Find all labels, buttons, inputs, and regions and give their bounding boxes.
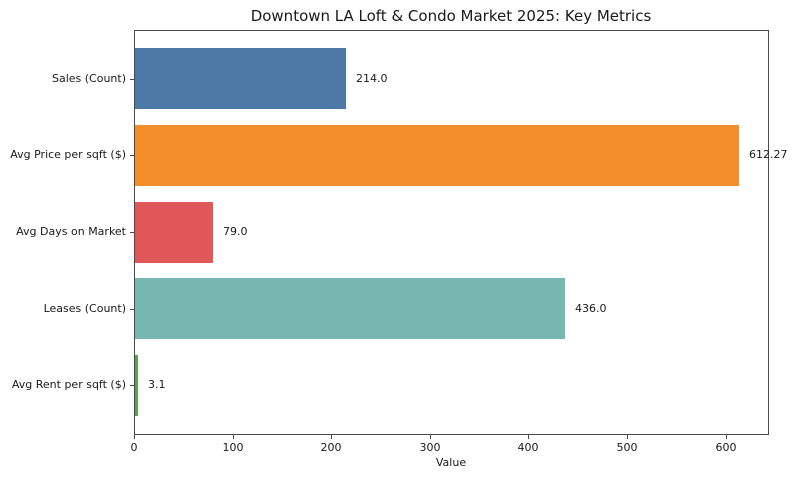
bar xyxy=(135,202,213,263)
bar xyxy=(135,48,346,109)
x-tick-mark xyxy=(528,435,529,439)
x-tick-mark xyxy=(430,435,431,439)
x-tick-label: 400 xyxy=(517,441,539,454)
x-tick-mark xyxy=(233,435,234,439)
y-tick-label: Avg Rent per sqft ($) xyxy=(11,378,126,391)
y-tick-mark xyxy=(130,155,134,156)
x-tick-mark xyxy=(134,435,135,439)
bar-value-label: 612.27 xyxy=(749,148,788,161)
bar-value-label: 79.0 xyxy=(223,225,248,238)
x-tick-label: 0 xyxy=(130,441,138,454)
y-tick-mark xyxy=(130,232,134,233)
x-tick-label: 100 xyxy=(222,441,244,454)
x-tick-mark xyxy=(331,435,332,439)
y-tick-label: Sales (Count) xyxy=(51,72,126,85)
y-tick-mark xyxy=(130,79,134,80)
bar xyxy=(135,125,739,186)
y-tick-label: Avg Days on Market xyxy=(16,225,126,238)
y-tick-label: Avg Price per sqft ($) xyxy=(10,148,126,161)
y-tick-mark xyxy=(130,309,134,310)
bar-value-label: 214.0 xyxy=(356,72,388,85)
x-tick-label: 300 xyxy=(419,441,441,454)
y-tick-label: Leases (Count) xyxy=(43,302,126,315)
x-tick-mark xyxy=(627,435,628,439)
x-axis-title: Value xyxy=(435,456,467,469)
x-tick-label: 200 xyxy=(320,441,342,454)
x-tick-label: 500 xyxy=(616,441,638,454)
x-tick-label: 600 xyxy=(715,441,737,454)
y-tick-mark xyxy=(130,385,134,386)
bar xyxy=(135,355,138,416)
bar-value-label: 436.0 xyxy=(575,302,607,315)
x-tick-mark xyxy=(726,435,727,439)
chart-title: Downtown LA Loft & Condo Market 2025: Ke… xyxy=(250,7,652,25)
bar xyxy=(135,278,565,339)
bar-value-label: 3.1 xyxy=(148,378,166,391)
